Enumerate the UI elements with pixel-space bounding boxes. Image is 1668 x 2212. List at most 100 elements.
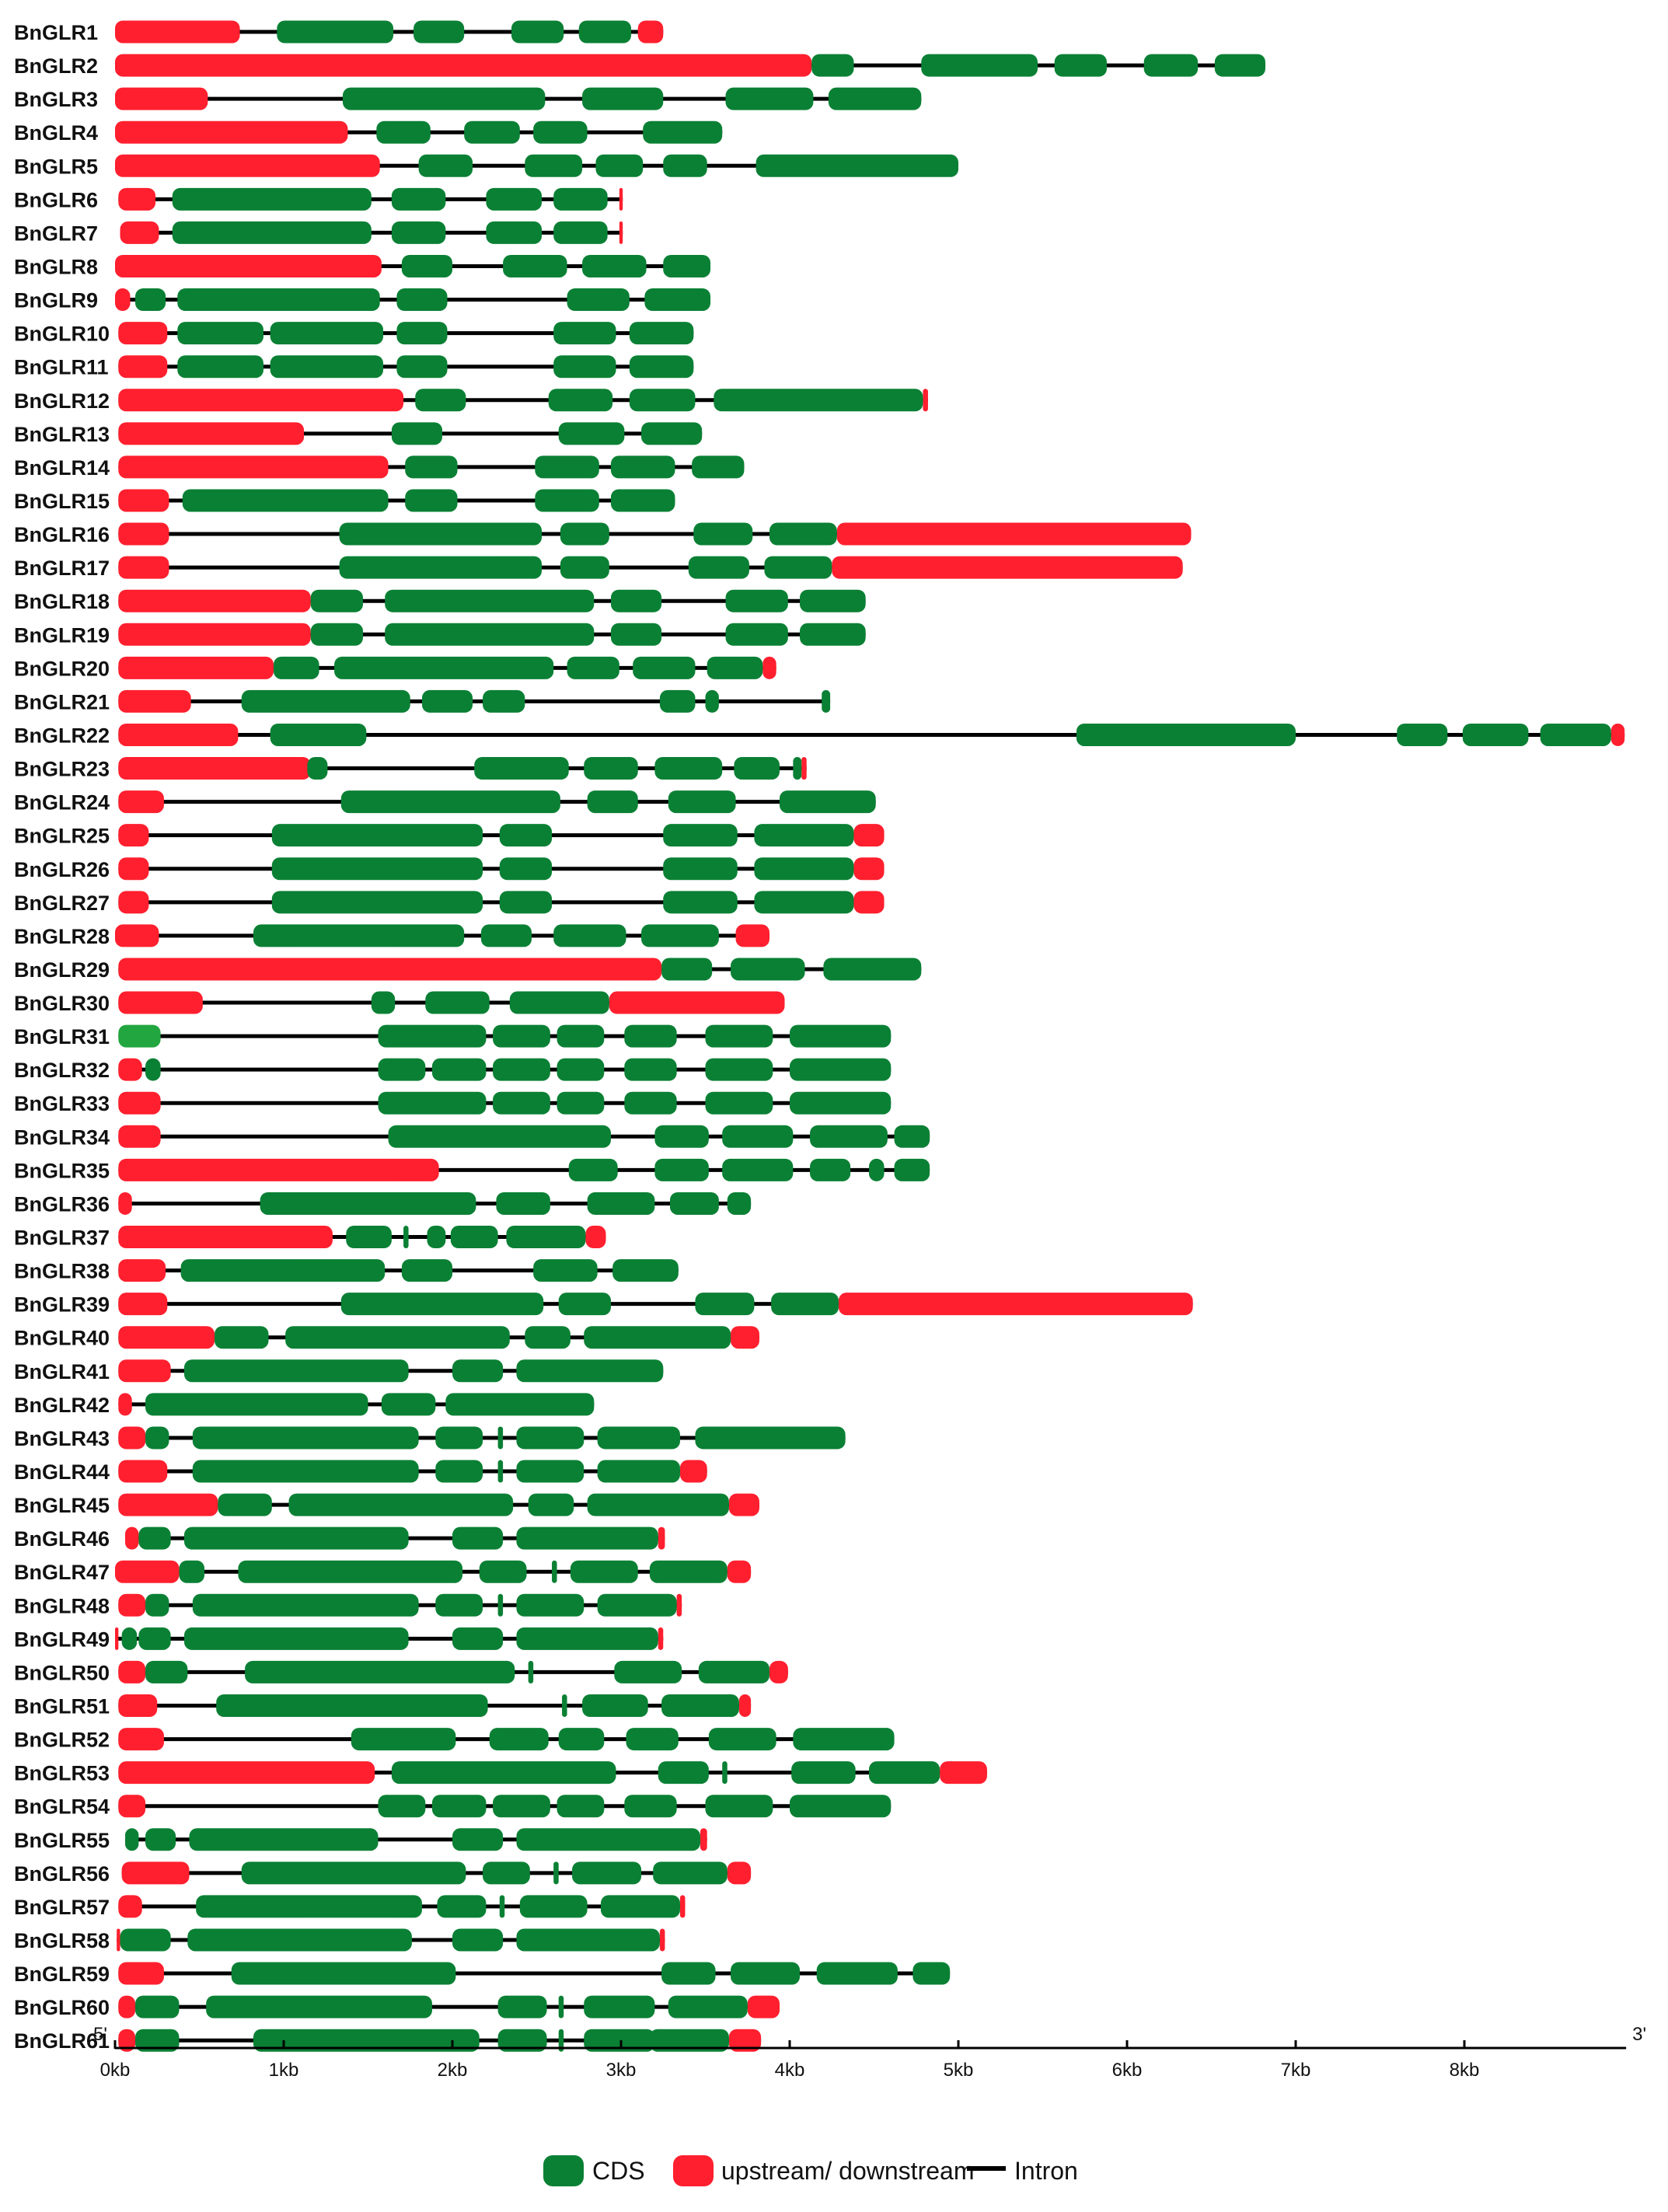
utr-segment (115, 924, 159, 947)
gene-row: BnGLR46 (14, 1526, 665, 1551)
gene-label: BnGLR60 (14, 1996, 110, 2019)
gene-row: BnGLR35 (14, 1158, 930, 1182)
cds-segment (452, 1359, 504, 1383)
cds-segment (725, 623, 788, 646)
cds-segment (754, 857, 854, 881)
scale-axis: 5' 3' 0kb 1kb 2kb 3kb 4kb 5kb 6kb 7kb 8kb (93, 2024, 1646, 2081)
utr-segment (118, 1158, 439, 1181)
cds-segment (135, 288, 166, 312)
gene-row: BnGLR52 (14, 1728, 895, 1752)
gene-label: BnGLR36 (14, 1192, 110, 1216)
cds-segment (509, 991, 609, 1014)
cds-segment (584, 1326, 731, 1349)
cds-segment (568, 1158, 618, 1181)
utr-segment (738, 1694, 752, 1717)
gene-label: BnGLR54 (14, 1795, 110, 1819)
gene-label: BnGLR14 (14, 456, 110, 480)
cds-segment (270, 322, 384, 345)
gene-row: BnGLR58 (14, 1928, 665, 1952)
cds-segment (567, 288, 630, 312)
cds-segment (516, 1426, 584, 1450)
cds-segment (238, 1560, 463, 1583)
gene-label: BnGLR20 (14, 657, 110, 680)
cds-segment (145, 1660, 188, 1683)
gene-label: BnGLR43 (14, 1427, 110, 1450)
cds-segment (483, 689, 525, 713)
utr-segment (700, 1828, 707, 1851)
utr-segment (118, 824, 149, 847)
cds-segment (288, 1493, 514, 1516)
cds-segment (558, 1728, 605, 1751)
utr-segment (619, 187, 623, 211)
gene-label: BnGLR3 (14, 88, 98, 111)
utr-segment (115, 254, 382, 277)
utr-segment (121, 1861, 190, 1885)
cds-segment (1540, 723, 1611, 746)
cds-segment (388, 1125, 611, 1148)
cds-segment (790, 1795, 892, 1818)
cds-segment (614, 1660, 682, 1683)
cds-segment (669, 1191, 719, 1215)
cds-segment (779, 790, 876, 814)
utr-segment (115, 20, 240, 44)
gene-label: BnGLR26 (14, 858, 110, 881)
cds-segment (180, 1259, 386, 1282)
gene-row: BnGLR57 (14, 1895, 686, 1919)
cds-segment (135, 1995, 180, 2018)
gene-row: BnGLR30 (14, 991, 785, 1015)
cds-segment (378, 1058, 426, 1081)
cds-segment (138, 1627, 171, 1650)
utr-segment (118, 187, 156, 211)
cds-segment (558, 1995, 564, 2018)
cds-segment (663, 891, 738, 914)
legend-utr-swatch (673, 2155, 714, 2186)
cds-segment (499, 824, 553, 847)
cds-segment (516, 1593, 584, 1617)
utr-segment (679, 1460, 707, 1483)
utr-segment (118, 1091, 161, 1115)
utr-segment (769, 1660, 788, 1683)
cds-segment (273, 656, 319, 679)
cds-segment (385, 623, 595, 646)
cds-segment (629, 355, 694, 379)
cds-segment (868, 1158, 885, 1181)
cds-segment (707, 656, 763, 679)
cds-segment (705, 689, 719, 713)
gene-row: BnGLR1 (14, 20, 664, 44)
gene-label: BnGLR46 (14, 1527, 110, 1551)
cds-segment (535, 455, 599, 479)
gene-row: BnGLR56 (14, 1861, 752, 1886)
cds-segment (894, 1158, 930, 1181)
cds-segment (698, 1660, 769, 1683)
gene-row: BnGLR39 (14, 1293, 1193, 1317)
gene-label: BnGLR37 (14, 1226, 110, 1250)
axis-tick-label: 0kb (100, 2060, 131, 2081)
cds-segment (218, 1493, 272, 1516)
cds-segment (600, 1895, 680, 1918)
cds-segment (486, 221, 543, 244)
axis-tick-label: 1kb (269, 2060, 299, 2081)
cds-segment (572, 1861, 642, 1885)
utr-segment (118, 1962, 164, 1985)
gene-label: BnGLR31 (14, 1025, 110, 1048)
utr-segment (118, 1895, 142, 1918)
cds-segment (553, 221, 608, 244)
gene-label: BnGLR44 (14, 1460, 110, 1484)
cds-segment (506, 1226, 586, 1249)
utr-segment (585, 1226, 606, 1249)
gene-label: BnGLR61 (14, 2029, 110, 2053)
gene-row: BnGLR17 (14, 556, 1183, 580)
cds-segment (450, 1226, 498, 1249)
gene-label: BnGLR16 (14, 523, 110, 546)
cds-segment (391, 1761, 616, 1785)
cds-segment (378, 1795, 426, 1818)
utr-segment (609, 991, 785, 1014)
cds-segment (610, 455, 675, 479)
utr-segment (118, 355, 168, 379)
legend-utr-label: upstream/ downstream (721, 2157, 974, 2185)
cds-segment (567, 656, 619, 679)
cds-segment (385, 589, 595, 612)
utr-segment (679, 1895, 686, 1918)
gene-row: BnGLR28 (14, 924, 769, 948)
cds-segment (516, 1359, 664, 1383)
